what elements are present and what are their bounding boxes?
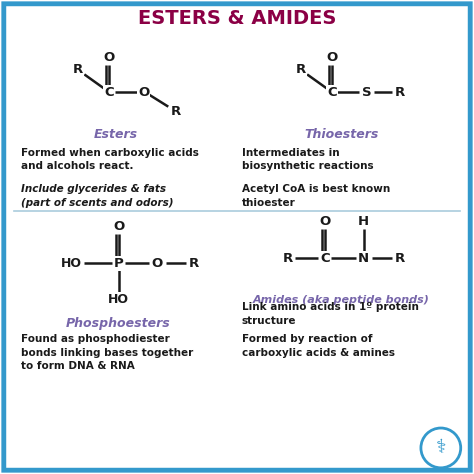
Text: R: R [73, 63, 83, 76]
Text: Intermediates in
biosynthetic reactions: Intermediates in biosynthetic reactions [242, 148, 374, 172]
Text: Esters: Esters [94, 128, 138, 141]
Text: Acetyl CoA is best known
thioester: Acetyl CoA is best known thioester [242, 184, 390, 208]
Text: ESTERS & AMIDES: ESTERS & AMIDES [138, 9, 336, 28]
Text: O: O [319, 215, 330, 228]
Text: Found as phosphodiester
bonds linking bases together
to form DNA & RNA: Found as phosphodiester bonds linking ba… [21, 334, 193, 371]
Text: S: S [362, 86, 371, 99]
Text: R: R [394, 86, 405, 99]
Text: N: N [358, 252, 369, 265]
Text: P: P [114, 256, 123, 270]
Text: O: O [138, 86, 149, 99]
Text: C: C [104, 86, 114, 99]
Text: O: O [113, 220, 124, 233]
Text: R: R [394, 252, 405, 265]
Text: Include glycerides & fats
(part of scents and odors): Include glycerides & fats (part of scent… [21, 184, 174, 208]
Text: Phosphoesters: Phosphoesters [66, 317, 171, 330]
Text: O: O [326, 51, 337, 64]
Text: R: R [188, 256, 199, 270]
Text: R: R [295, 63, 306, 76]
Text: Amides (aka peptide bonds): Amides (aka peptide bonds) [253, 295, 430, 305]
Text: H: H [358, 215, 369, 228]
Text: O: O [152, 256, 163, 270]
Text: Formed when carboxylic acids
and alcohols react.: Formed when carboxylic acids and alcohol… [21, 148, 199, 172]
Text: ⚕: ⚕ [436, 438, 446, 457]
Text: Formed by reaction of
carboxylic acids & amines: Formed by reaction of carboxylic acids &… [242, 334, 395, 358]
Text: HO: HO [108, 293, 129, 306]
Text: R: R [170, 105, 181, 118]
Text: C: C [320, 252, 329, 265]
Text: R: R [283, 252, 293, 265]
FancyBboxPatch shape [4, 4, 470, 470]
Text: O: O [103, 51, 115, 64]
Text: HO: HO [61, 256, 82, 270]
Text: C: C [327, 86, 337, 99]
Text: Link amino acids in 1º protein
structure: Link amino acids in 1º protein structure [242, 302, 419, 326]
Text: Thioesters: Thioesters [304, 128, 378, 141]
